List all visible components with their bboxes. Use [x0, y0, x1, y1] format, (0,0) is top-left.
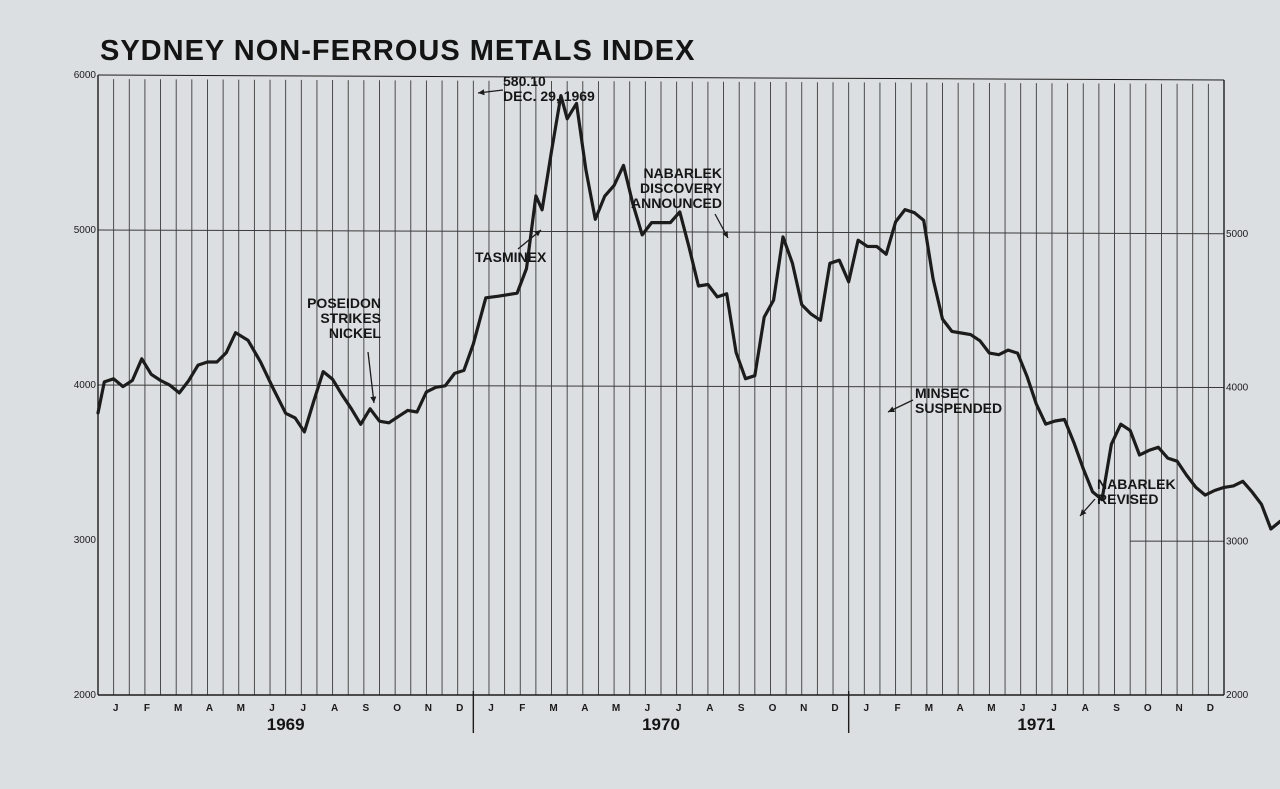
month-label: D [831, 703, 838, 714]
annotation-poseidon-arrow [367, 351, 375, 404]
annotation-minsec-line: SUSPENDED [915, 400, 1002, 416]
y-tick-label-left: 2000 [74, 690, 97, 701]
annotation-nabarlek-revised-line: NABARLEK [1097, 476, 1176, 492]
month-label: F [144, 703, 150, 714]
y-tick-label-left: 5000 [74, 225, 97, 236]
month-label: N [425, 703, 432, 714]
month-label: M [549, 703, 557, 714]
year-label: 1970 [642, 715, 680, 734]
month-label: J [676, 703, 682, 714]
month-label: M [237, 703, 245, 714]
annotation-tasminex-arrow-head [534, 230, 541, 237]
month-label: S [738, 703, 745, 714]
annotation-nabarlek-discovery-line: NABARLEK [643, 165, 722, 181]
grid-lines [97, 79, 1225, 695]
month-label: J [1020, 703, 1026, 714]
grid-hline [97, 229, 1225, 235]
annotation-peak-line: DEC. 29, 1969 [503, 88, 595, 104]
month-label: D [456, 703, 463, 714]
month-label: M [612, 703, 620, 714]
y-axis-ticks: 6000 5000 4000 3000 2000 5000 4000 3000 2000 [74, 70, 1249, 701]
month-label: M [987, 703, 995, 714]
month-label: J [488, 703, 494, 714]
annotation-poseidon-arrow-head [370, 396, 377, 403]
month-label: J [1051, 703, 1057, 714]
annotation-nabarlek-discovery-line: DISCOVERY [640, 180, 723, 196]
month-label: A [957, 703, 964, 714]
annotation-minsec-arrow-head [888, 406, 895, 413]
month-label: F [895, 703, 901, 714]
month-label: N [1175, 703, 1182, 714]
month-label: A [206, 703, 213, 714]
month-label: O [1144, 703, 1152, 714]
month-label: J [301, 703, 307, 714]
y-tick-label-left: 6000 [74, 70, 97, 81]
annotation-nabarlek-revised-arrow-head [1080, 509, 1087, 516]
month-label: O [769, 703, 777, 714]
grid-hline [97, 384, 1225, 388]
annotation-nabarlek-revised-line: REVISED [1097, 491, 1158, 507]
y-tick-label-right: 5000 [1226, 229, 1249, 240]
annotation-peak-arrow-head [478, 89, 485, 96]
month-label: N [800, 703, 807, 714]
y-tick-label-left: 3000 [74, 535, 97, 546]
annotation-nabarlek-discovery-arrow-head [722, 231, 728, 238]
month-label: F [519, 703, 525, 714]
month-label: J [864, 703, 870, 714]
month-label: A [581, 703, 588, 714]
annotation-poseidon-line: POSEIDON [307, 295, 381, 311]
y-tick-label-right: 3000 [1226, 536, 1249, 547]
month-label: A [331, 703, 338, 714]
y-tick-label-right: 4000 [1226, 383, 1249, 394]
x-axis-ticks: J F M A M J J A S O N D J F M A M J J A S O N D J F M A M J J A S O N D 1969… [113, 703, 1214, 734]
month-label: O [393, 703, 401, 714]
month-label: S [1113, 703, 1120, 714]
month-label: D [1207, 703, 1214, 714]
month-label: J [645, 703, 651, 714]
annotation-minsec-line: MINSEC [915, 385, 969, 401]
year-label: 1971 [1017, 715, 1055, 734]
month-label: J [269, 703, 275, 714]
month-label: S [363, 703, 370, 714]
month-label: A [706, 703, 713, 714]
annotation-poseidon-line: NICKEL [329, 325, 382, 341]
y-tick-label-left: 4000 [74, 380, 97, 391]
series-line [96, 94, 1280, 531]
year-label: 1969 [267, 715, 305, 734]
chart-title: SYDNEY NON-FERROUS METALS INDEX [100, 35, 695, 67]
annotation-tasminex-line: TASMINEX [475, 249, 547, 265]
annotation-nabarlek-discovery-line: ANNOUNCED [631, 195, 722, 211]
y-tick-label-right: 2000 [1226, 690, 1249, 701]
annotation-peak-line: 580.10 [503, 73, 546, 89]
month-label: M [925, 703, 933, 714]
top-border [97, 74, 1225, 81]
plot-frame [97, 74, 1225, 733]
month-label: A [1082, 703, 1089, 714]
month-label: J [113, 703, 119, 714]
month-label: M [174, 703, 182, 714]
annotation-poseidon-line: STRIKES [320, 310, 381, 326]
